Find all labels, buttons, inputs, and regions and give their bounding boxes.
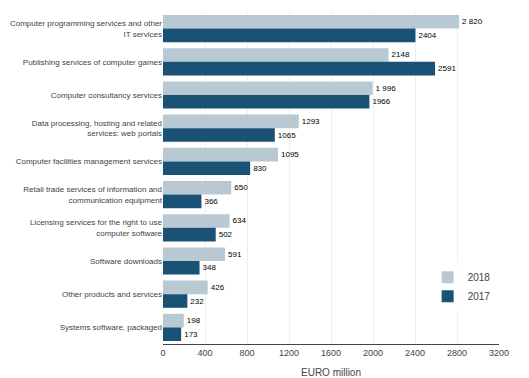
svg-text:Other products and services: Other products and services [62,290,162,299]
svg-text:1200: 1200 [279,348,299,358]
svg-text:634: 634 [233,216,247,225]
svg-text:3200: 3200 [489,348,509,358]
svg-text:1065: 1065 [278,131,296,140]
svg-text:2400: 2400 [405,348,425,358]
svg-text:502: 502 [219,230,233,239]
svg-text:Publishing services of compute: Publishing services of computer games [23,58,162,67]
svg-text:1600: 1600 [321,348,341,358]
svg-text:Software downloads: Software downloads [90,257,162,266]
svg-text:1095: 1095 [281,150,299,159]
svg-text:366: 366 [204,197,218,206]
svg-text:2017: 2017 [468,291,491,302]
svg-text:650: 650 [234,183,248,192]
svg-text:Systems software, packaged: Systems software, packaged [60,323,162,332]
svg-text:173: 173 [184,330,198,339]
svg-text:Licensing services for the rig: Licensing services for the right to usec… [30,218,163,237]
svg-text:0: 0 [160,348,165,358]
svg-text:Computer consultancy services: Computer consultancy services [51,91,162,100]
svg-text:1293: 1293 [302,117,320,126]
svg-text:198: 198 [187,316,201,325]
svg-text:2404: 2404 [418,31,436,40]
svg-text:400: 400 [197,348,212,358]
svg-text:830: 830 [253,164,267,173]
svg-text:Data processing, hosting and r: Data processing, hosting and relatedserv… [32,119,162,138]
svg-text:1 996: 1 996 [376,84,397,93]
svg-text:800: 800 [239,348,254,358]
svg-text:2 820: 2 820 [462,17,483,26]
svg-text:2148: 2148 [392,50,410,59]
svg-text:232: 232 [190,297,204,306]
svg-text:2018: 2018 [468,272,491,283]
svg-text:Retail trade services of infor: Retail trade services of information and… [23,185,163,204]
svg-text:1966: 1966 [372,97,390,106]
svg-text:348: 348 [203,263,217,272]
svg-text:2591: 2591 [438,64,456,73]
svg-text:426: 426 [211,283,225,292]
svg-text:EURO million: EURO million [301,367,361,378]
svg-text:Computer facilities management: Computer facilities management services [16,157,162,166]
svg-text:2000: 2000 [363,348,383,358]
svg-text:591: 591 [228,250,242,259]
svg-text:2800: 2800 [447,348,467,358]
svg-text:Computer programming services: Computer programming services and otherI… [10,19,162,38]
